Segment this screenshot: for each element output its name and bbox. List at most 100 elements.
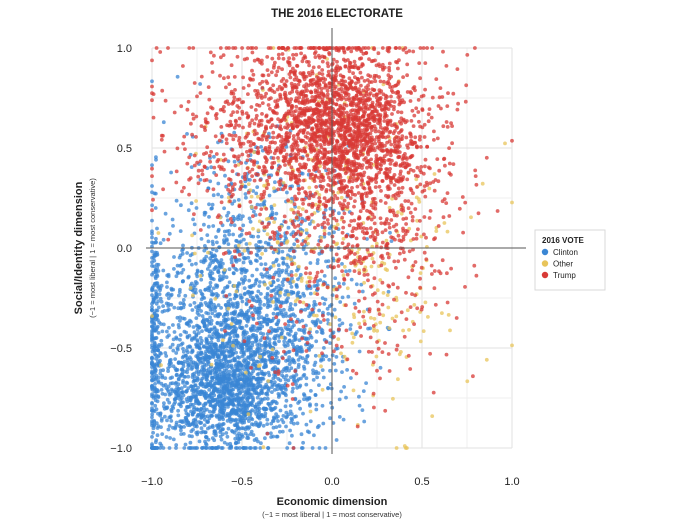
data-point-trump [449, 121, 453, 125]
data-point-trump [315, 81, 319, 85]
data-point-clinton [309, 389, 313, 393]
data-point-clinton [226, 300, 230, 304]
data-point-clinton [159, 241, 163, 245]
data-point-other [273, 203, 277, 207]
data-point-clinton [213, 372, 217, 376]
data-point-clinton [207, 264, 211, 268]
data-point-clinton [301, 292, 305, 296]
data-point-trump [464, 100, 468, 104]
data-point-clinton [171, 218, 175, 222]
data-point-other [352, 336, 356, 340]
data-point-other [280, 336, 284, 340]
data-point-clinton [305, 376, 309, 380]
data-point-other [199, 274, 203, 278]
data-point-clinton [194, 395, 198, 399]
data-point-clinton [236, 379, 240, 383]
data-point-clinton [171, 323, 175, 327]
data-point-trump [326, 89, 330, 93]
data-point-other [394, 315, 398, 319]
data-point-trump [175, 170, 179, 174]
data-point-clinton [199, 289, 203, 293]
data-point-clinton [297, 365, 301, 369]
data-point-clinton [219, 365, 223, 369]
data-point-clinton [169, 414, 173, 418]
data-point-trump [388, 62, 392, 66]
data-point-clinton [165, 330, 169, 334]
data-point-trump [355, 94, 359, 98]
data-point-clinton [244, 403, 248, 407]
data-point-clinton [223, 313, 227, 317]
data-point-clinton [257, 424, 261, 428]
data-point-clinton [178, 424, 182, 428]
data-point-clinton [234, 441, 238, 445]
data-point-clinton [232, 393, 236, 397]
data-point-trump [381, 68, 385, 72]
data-point-clinton [252, 317, 256, 321]
data-point-clinton [207, 394, 211, 398]
data-point-clinton [240, 296, 244, 300]
data-point-clinton [303, 367, 307, 371]
data-point-clinton [326, 386, 330, 390]
data-point-clinton [188, 303, 192, 307]
data-point-clinton [270, 390, 274, 394]
data-point-clinton [256, 254, 260, 258]
data-point-clinton [178, 264, 182, 268]
data-point-clinton [245, 324, 249, 328]
data-point-clinton [186, 405, 190, 409]
data-point-clinton [321, 358, 325, 362]
data-point-clinton [277, 339, 281, 343]
data-point-trump [303, 56, 307, 60]
data-point-clinton [232, 328, 236, 332]
data-point-other [430, 414, 434, 418]
data-point-clinton [160, 284, 164, 288]
data-point-clinton [286, 332, 290, 336]
data-point-clinton [241, 300, 245, 304]
data-point-clinton [209, 328, 213, 332]
data-point-clinton [263, 341, 267, 345]
data-point-clinton [269, 326, 273, 330]
data-point-clinton [309, 292, 313, 296]
data-point-clinton [249, 354, 253, 358]
data-point-other [302, 301, 306, 305]
data-point-clinton [279, 378, 283, 382]
data-point-trump [349, 50, 353, 54]
data-point-clinton [309, 261, 313, 265]
data-point-clinton [179, 429, 183, 433]
data-point-other [268, 281, 272, 285]
data-point-clinton [189, 396, 193, 400]
data-point-clinton [228, 418, 232, 422]
data-point-clinton [210, 335, 214, 339]
data-point-clinton [331, 293, 335, 297]
data-point-clinton [229, 445, 233, 449]
data-point-clinton [154, 155, 158, 159]
data-point-clinton [232, 271, 236, 275]
data-point-clinton [214, 343, 218, 347]
data-point-clinton [204, 442, 208, 446]
data-point-clinton [344, 269, 348, 273]
data-point-clinton [277, 268, 281, 272]
data-point-clinton [265, 418, 269, 422]
data-point-clinton [264, 249, 268, 253]
data-point-clinton [364, 381, 368, 385]
data-point-trump [289, 97, 293, 101]
data-point-clinton [180, 386, 184, 390]
data-point-clinton [248, 373, 252, 377]
data-point-clinton [199, 260, 203, 264]
data-point-clinton [250, 291, 254, 295]
data-point-trump [310, 91, 314, 95]
data-point-clinton [204, 301, 208, 305]
data-point-other [257, 364, 261, 368]
data-point-clinton [177, 391, 181, 395]
data-point-other [485, 358, 489, 362]
data-point-clinton [268, 274, 272, 278]
data-point-clinton [280, 300, 284, 304]
data-point-clinton [193, 418, 197, 422]
data-point-clinton [266, 292, 270, 296]
data-point-clinton [306, 430, 310, 434]
data-point-clinton [168, 436, 172, 440]
data-point-other [427, 187, 431, 191]
data-point-clinton [298, 385, 302, 389]
data-point-clinton [255, 185, 259, 189]
data-point-clinton [232, 305, 236, 309]
data-point-clinton [256, 235, 260, 239]
